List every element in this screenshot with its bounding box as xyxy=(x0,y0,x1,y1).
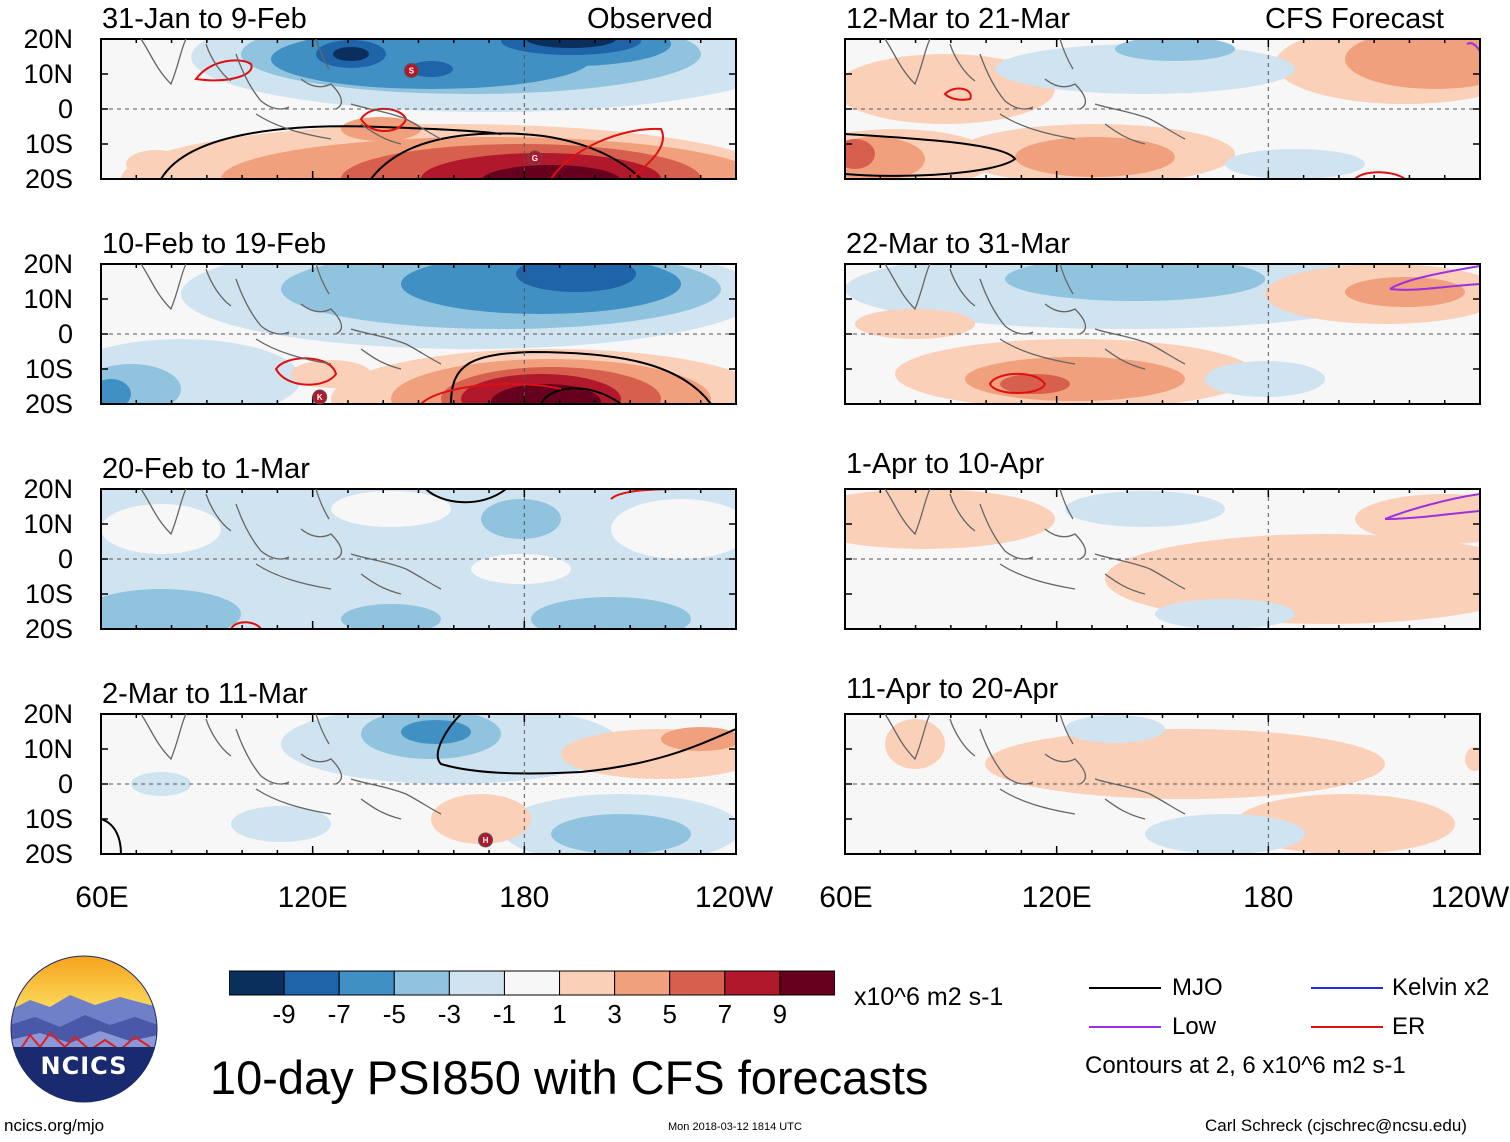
observed-label: Observed xyxy=(587,3,713,35)
forecast-label: CFS Forecast xyxy=(1265,3,1444,35)
storm-marker-label-1: G xyxy=(532,154,538,163)
lat-tick-0-4: 20S xyxy=(24,164,73,194)
storm-marker-label-2: K xyxy=(317,393,323,402)
legend-note: Contours at 2, 6 x10^6 m2 s-1 xyxy=(1085,1052,1406,1079)
lat-tick-0-0: 20N xyxy=(23,24,73,54)
storm-marker-label-0: S xyxy=(409,67,415,76)
lon-tick-left-3: 120W xyxy=(694,881,774,914)
panel-title-right-0: 12-Mar to 21-Mar xyxy=(846,3,1071,35)
footer-timestamp: Mon 2018-03-12 1814 UTC xyxy=(668,1121,802,1133)
storm-marker-label-3: H xyxy=(483,836,489,845)
legend-label-low: Low xyxy=(1172,1013,1217,1040)
map-panel-left-0 xyxy=(101,39,736,179)
lat-tick-2-3: 10S xyxy=(24,579,73,609)
lat-tick-3-3: 10S xyxy=(24,804,73,834)
map-panel-left-1 xyxy=(101,264,736,404)
legend-label-mjo: MJO xyxy=(1172,974,1223,1001)
lat-tick-0-1: 10N xyxy=(23,59,73,89)
map-panel-left-2 xyxy=(101,489,736,629)
lon-tick-right-3: 120W xyxy=(1430,881,1510,914)
lon-tick-left-1: 120E xyxy=(277,881,348,914)
colorbar-tick-7: 5 xyxy=(662,999,677,1029)
colorbar-tick-1: -7 xyxy=(327,999,351,1029)
storm-marker-1: G xyxy=(527,150,543,166)
legend-label-kelvin: Kelvin x2 xyxy=(1392,974,1490,1001)
colorbar-swatch-10 xyxy=(779,970,835,996)
colorbar-tick-2: -5 xyxy=(382,999,406,1029)
lat-tick-1-1: 10N xyxy=(23,284,73,314)
lat-tick-3-0: 20N xyxy=(23,699,73,729)
panel-title-left-0: 31-Jan to 9-Feb xyxy=(102,3,307,35)
panel-title-left-2: 20-Feb to 1-Mar xyxy=(102,453,310,485)
colorbar-swatch-9 xyxy=(724,970,781,996)
lat-tick-1-3: 10S xyxy=(24,354,73,384)
colorbar-tick-9: 9 xyxy=(772,999,788,1029)
lat-tick-3-2: 0 xyxy=(57,769,73,799)
lat-tick-3-4: 20S xyxy=(24,839,73,869)
colorbar-tick-6: 3 xyxy=(607,999,622,1029)
colorbar-tick-4: -1 xyxy=(492,999,517,1029)
panel-title-right-1: 22-Mar to 31-Mar xyxy=(846,228,1071,260)
storm-marker-2: K xyxy=(312,389,328,405)
lat-tick-2-4: 20S xyxy=(24,614,73,644)
lat-tick-1-0: 20N xyxy=(23,249,73,279)
colorbar xyxy=(229,970,835,996)
ncics-logo xyxy=(10,955,158,1103)
colorbar-swatch-2 xyxy=(338,970,395,996)
footer-url: ncics.org/mjo xyxy=(4,1116,105,1135)
legend-label-er: ER xyxy=(1392,1013,1426,1040)
lon-tick-left-0: 60E xyxy=(75,881,129,914)
colorbar-swatch-4 xyxy=(448,970,505,996)
lat-tick-2-0: 20N xyxy=(23,474,73,504)
lat-tick-1-4: 20S xyxy=(24,389,73,419)
footer-credit: Carl Schreck (cjschrec@ncsu.edu) xyxy=(1205,1116,1467,1135)
figure-title: 10-day PSI850 with CFS forecasts xyxy=(210,1051,929,1104)
colorbar-tick-5: 1 xyxy=(552,999,567,1029)
psi850-figure: S G K H xyxy=(100,38,1481,855)
colorbar-tick-3: -3 xyxy=(437,999,461,1029)
lat-tick-3-1: 10N xyxy=(23,734,73,764)
lat-tick-1-2: 0 xyxy=(57,319,73,349)
panel-title-right-2: 1-Apr to 10-Apr xyxy=(846,448,1045,480)
colorbar-swatch-3 xyxy=(393,970,450,996)
lat-tick-0-2: 0 xyxy=(57,94,73,124)
panel-title-left-3: 2-Mar to 11-Mar xyxy=(102,678,308,710)
storm-marker-3: H xyxy=(478,832,494,848)
lat-tick-2-2: 0 xyxy=(57,544,73,574)
panel-title-right-3: 11-Apr to 20-Apr xyxy=(846,673,1059,705)
colorbar-tick-0: -9 xyxy=(272,999,296,1029)
lat-tick-2-1: 10N xyxy=(23,509,73,539)
colorbar-tick-8: 7 xyxy=(717,999,733,1029)
logo-text: NCICS xyxy=(40,1052,128,1080)
colorbar-swatch-0 xyxy=(229,970,285,996)
map-panel-right-1 xyxy=(845,264,1480,404)
lon-tick-right-0: 60E xyxy=(819,881,873,914)
panel-title-left-1: 10-Feb to 19-Feb xyxy=(102,228,327,260)
colorbar-units: x10^6 m2 s-1 xyxy=(854,983,1004,1011)
colorbar-swatch-8 xyxy=(669,970,726,996)
lat-tick-0-3: 10S xyxy=(24,129,73,159)
lon-tick-right-1: 120E xyxy=(1021,881,1092,914)
storm-marker-0: S xyxy=(403,63,419,78)
colorbar-swatch-7 xyxy=(614,970,671,996)
colorbar-swatch-6 xyxy=(559,970,616,996)
colorbar-swatch-1 xyxy=(283,970,340,996)
legend-lines xyxy=(1089,987,1383,1028)
map-panel-right-0 xyxy=(845,39,1480,179)
lon-tick-left-2: 180 xyxy=(499,881,550,914)
lon-tick-right-2: 180 xyxy=(1243,881,1294,914)
colorbar-swatch-5 xyxy=(503,970,561,996)
